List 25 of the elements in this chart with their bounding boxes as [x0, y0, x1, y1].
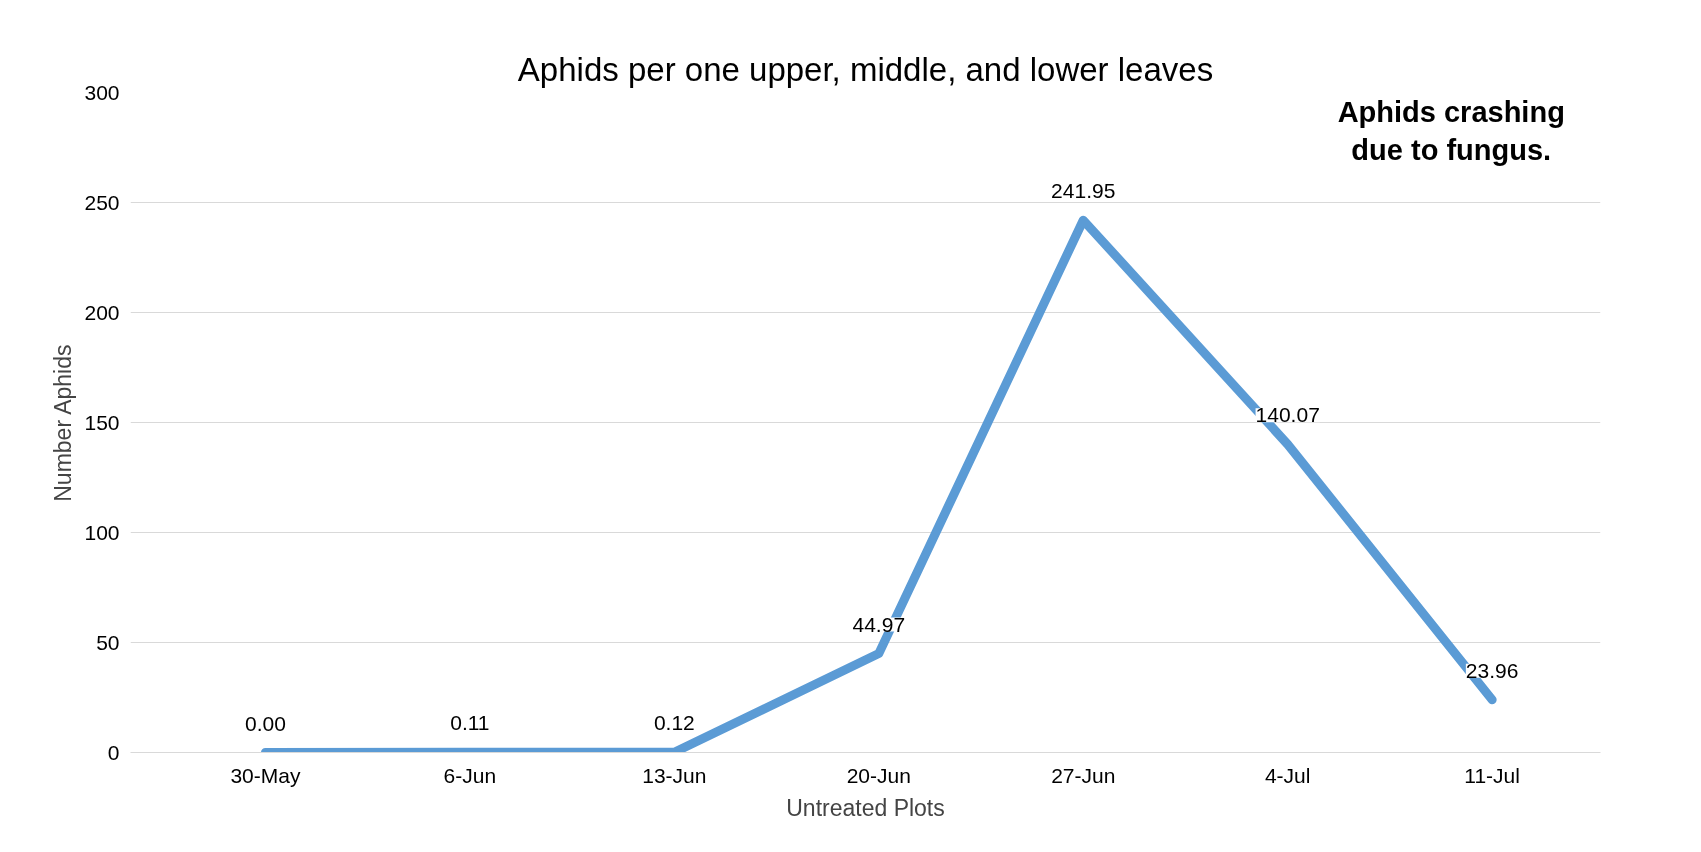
text: 23.96 — [1465, 658, 1519, 682]
x-tick-label: 30-May — [230, 763, 301, 787]
y-tick-label: 250 — [84, 190, 120, 214]
x-tick-label: 4-Jul — [1264, 763, 1311, 787]
y-tick-label: 200 — [84, 300, 120, 324]
y-tick-label: 150 — [84, 410, 120, 434]
x-tick-label: 27-Jun — [1051, 763, 1116, 787]
y-tick-label: 100 — [84, 520, 120, 544]
y-tick-label: 50 — [96, 630, 120, 654]
y-axis-title: Number Aphids — [50, 344, 77, 502]
x-tick-label: 11-Jul — [1464, 763, 1520, 787]
text: 241.95 — [1051, 179, 1116, 203]
chart-title: Aphids per one upper, middle, and lower leaves — [517, 50, 1214, 88]
annotation: Aphids crashing due to fungus. — [1337, 95, 1565, 167]
text: 0.12 — [653, 711, 695, 735]
y-tick-label: 0 — [107, 740, 120, 764]
x-tick-label: 20-Jun — [846, 763, 911, 787]
text: 140.07 — [1255, 403, 1320, 427]
text: 0.11 — [450, 711, 490, 735]
text: 44.97 — [852, 612, 906, 636]
text: 0.00 — [245, 711, 286, 735]
x-axis-title: Untreated Plots — [786, 794, 945, 821]
x-tick-label: 13-Jun — [642, 763, 707, 787]
y-tick-label: 300 — [84, 80, 120, 104]
x-tick-label: 6-Jun — [443, 763, 497, 787]
